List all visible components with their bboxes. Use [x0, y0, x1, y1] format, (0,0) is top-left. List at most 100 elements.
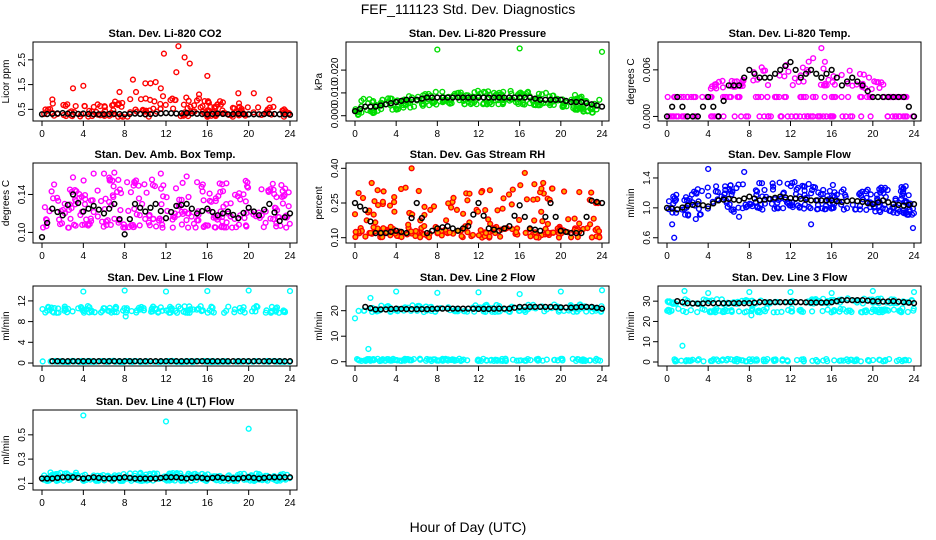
data-point	[135, 182, 142, 189]
data-point	[770, 309, 777, 316]
data-point	[532, 102, 539, 109]
data-point	[698, 187, 706, 195]
x-tick-label: 4	[705, 251, 711, 262]
data-point	[586, 221, 594, 228]
panel-2: Stan. Dev. Li-820 Pressure kPa 0 4 8 12 16 20 24…	[314, 28, 610, 140]
outlier-point	[735, 213, 743, 220]
data-point	[820, 186, 827, 194]
data-point	[379, 198, 387, 205]
black-series	[362, 303, 606, 313]
data-point	[372, 219, 379, 226]
hourly-point	[193, 210, 201, 217]
data-point	[857, 93, 864, 101]
data-point	[500, 195, 507, 202]
data-point	[123, 305, 131, 312]
data-point	[753, 356, 760, 363]
data-point	[478, 357, 485, 365]
x-tick-label: 0	[352, 251, 358, 262]
data-point	[773, 93, 780, 101]
hourly-point	[356, 203, 364, 210]
x-tick-label: 8	[122, 374, 128, 385]
data-point	[163, 194, 170, 201]
x-tick-label: 8	[435, 129, 441, 140]
hourly-point	[583, 213, 590, 221]
data-point	[242, 222, 250, 229]
data-point	[242, 198, 249, 205]
data-point	[157, 100, 164, 108]
x-tick-label: 8	[747, 374, 753, 385]
data-point	[812, 356, 820, 364]
hourly-point	[761, 74, 768, 81]
data-point	[592, 307, 600, 314]
outlier-point	[147, 80, 154, 87]
data-point	[351, 211, 359, 218]
data-point	[407, 104, 414, 111]
hourly-point	[751, 195, 758, 202]
data-point	[231, 306, 238, 313]
hourly-point	[782, 299, 789, 306]
data-point	[807, 190, 815, 197]
data-point	[273, 307, 280, 314]
data-point	[394, 357, 401, 364]
data-point	[137, 96, 145, 103]
data-point	[50, 181, 58, 188]
panel-9: Stan. Dev. Line 3 Flow ml/min 0 4 8 12 16 20 24 0…	[626, 272, 922, 385]
plot-frame	[657, 41, 922, 122]
data-point	[120, 221, 128, 228]
hourly-point	[792, 299, 799, 306]
data-point	[193, 97, 201, 104]
data-point	[805, 203, 813, 211]
data-point	[539, 218, 546, 225]
data-point	[195, 217, 202, 224]
outlier-point	[869, 287, 876, 295]
hourly-point	[521, 303, 528, 311]
data-point	[746, 200, 753, 207]
outlier-point	[705, 165, 712, 173]
data-point	[352, 228, 359, 236]
outlier-point	[671, 234, 678, 241]
data-point	[892, 93, 899, 101]
hourly-point	[715, 113, 722, 120]
x-tick-label: 0	[664, 374, 670, 385]
data-point	[421, 223, 428, 230]
data-point	[543, 356, 550, 363]
data-point	[502, 357, 509, 364]
data-point	[760, 306, 767, 313]
hourly-point	[843, 78, 851, 85]
data-point	[859, 300, 867, 307]
data-point	[141, 181, 148, 188]
data-point	[369, 109, 377, 117]
data-point	[199, 181, 206, 188]
plot-frame	[32, 41, 298, 122]
data-point	[811, 184, 819, 191]
data-point	[542, 89, 550, 97]
data-point	[360, 95, 367, 103]
y-tick-label: 2.5	[17, 52, 28, 66]
outlier-point	[162, 288, 170, 295]
hourly-point	[879, 197, 887, 204]
data-point	[398, 234, 405, 241]
data-point	[150, 216, 157, 223]
data-point	[820, 113, 827, 120]
data-point	[159, 93, 167, 100]
data-point	[188, 213, 195, 220]
hourly-point	[746, 193, 753, 200]
hourly-point	[475, 199, 482, 207]
data-point	[110, 101, 117, 108]
panel-10: Stan. Dev. Line 4 (LT) Flow ml/min 0 4 8 12 16…	[1, 396, 298, 509]
data-point	[208, 198, 215, 205]
data-point	[150, 470, 157, 477]
x-tick-label: 20	[243, 498, 255, 509]
data-point	[362, 233, 369, 240]
data-point	[169, 224, 176, 231]
data-point	[707, 93, 714, 101]
data-point	[758, 180, 766, 187]
data-point	[121, 305, 128, 312]
x-tick-label: 24	[596, 374, 608, 385]
panel-title: Stan. Dev. Amb. Box Temp.	[95, 149, 236, 161]
y-axis-label: percent	[314, 186, 325, 220]
data-point	[153, 306, 160, 313]
hourly-point	[230, 211, 237, 219]
hourly-point	[730, 196, 738, 203]
